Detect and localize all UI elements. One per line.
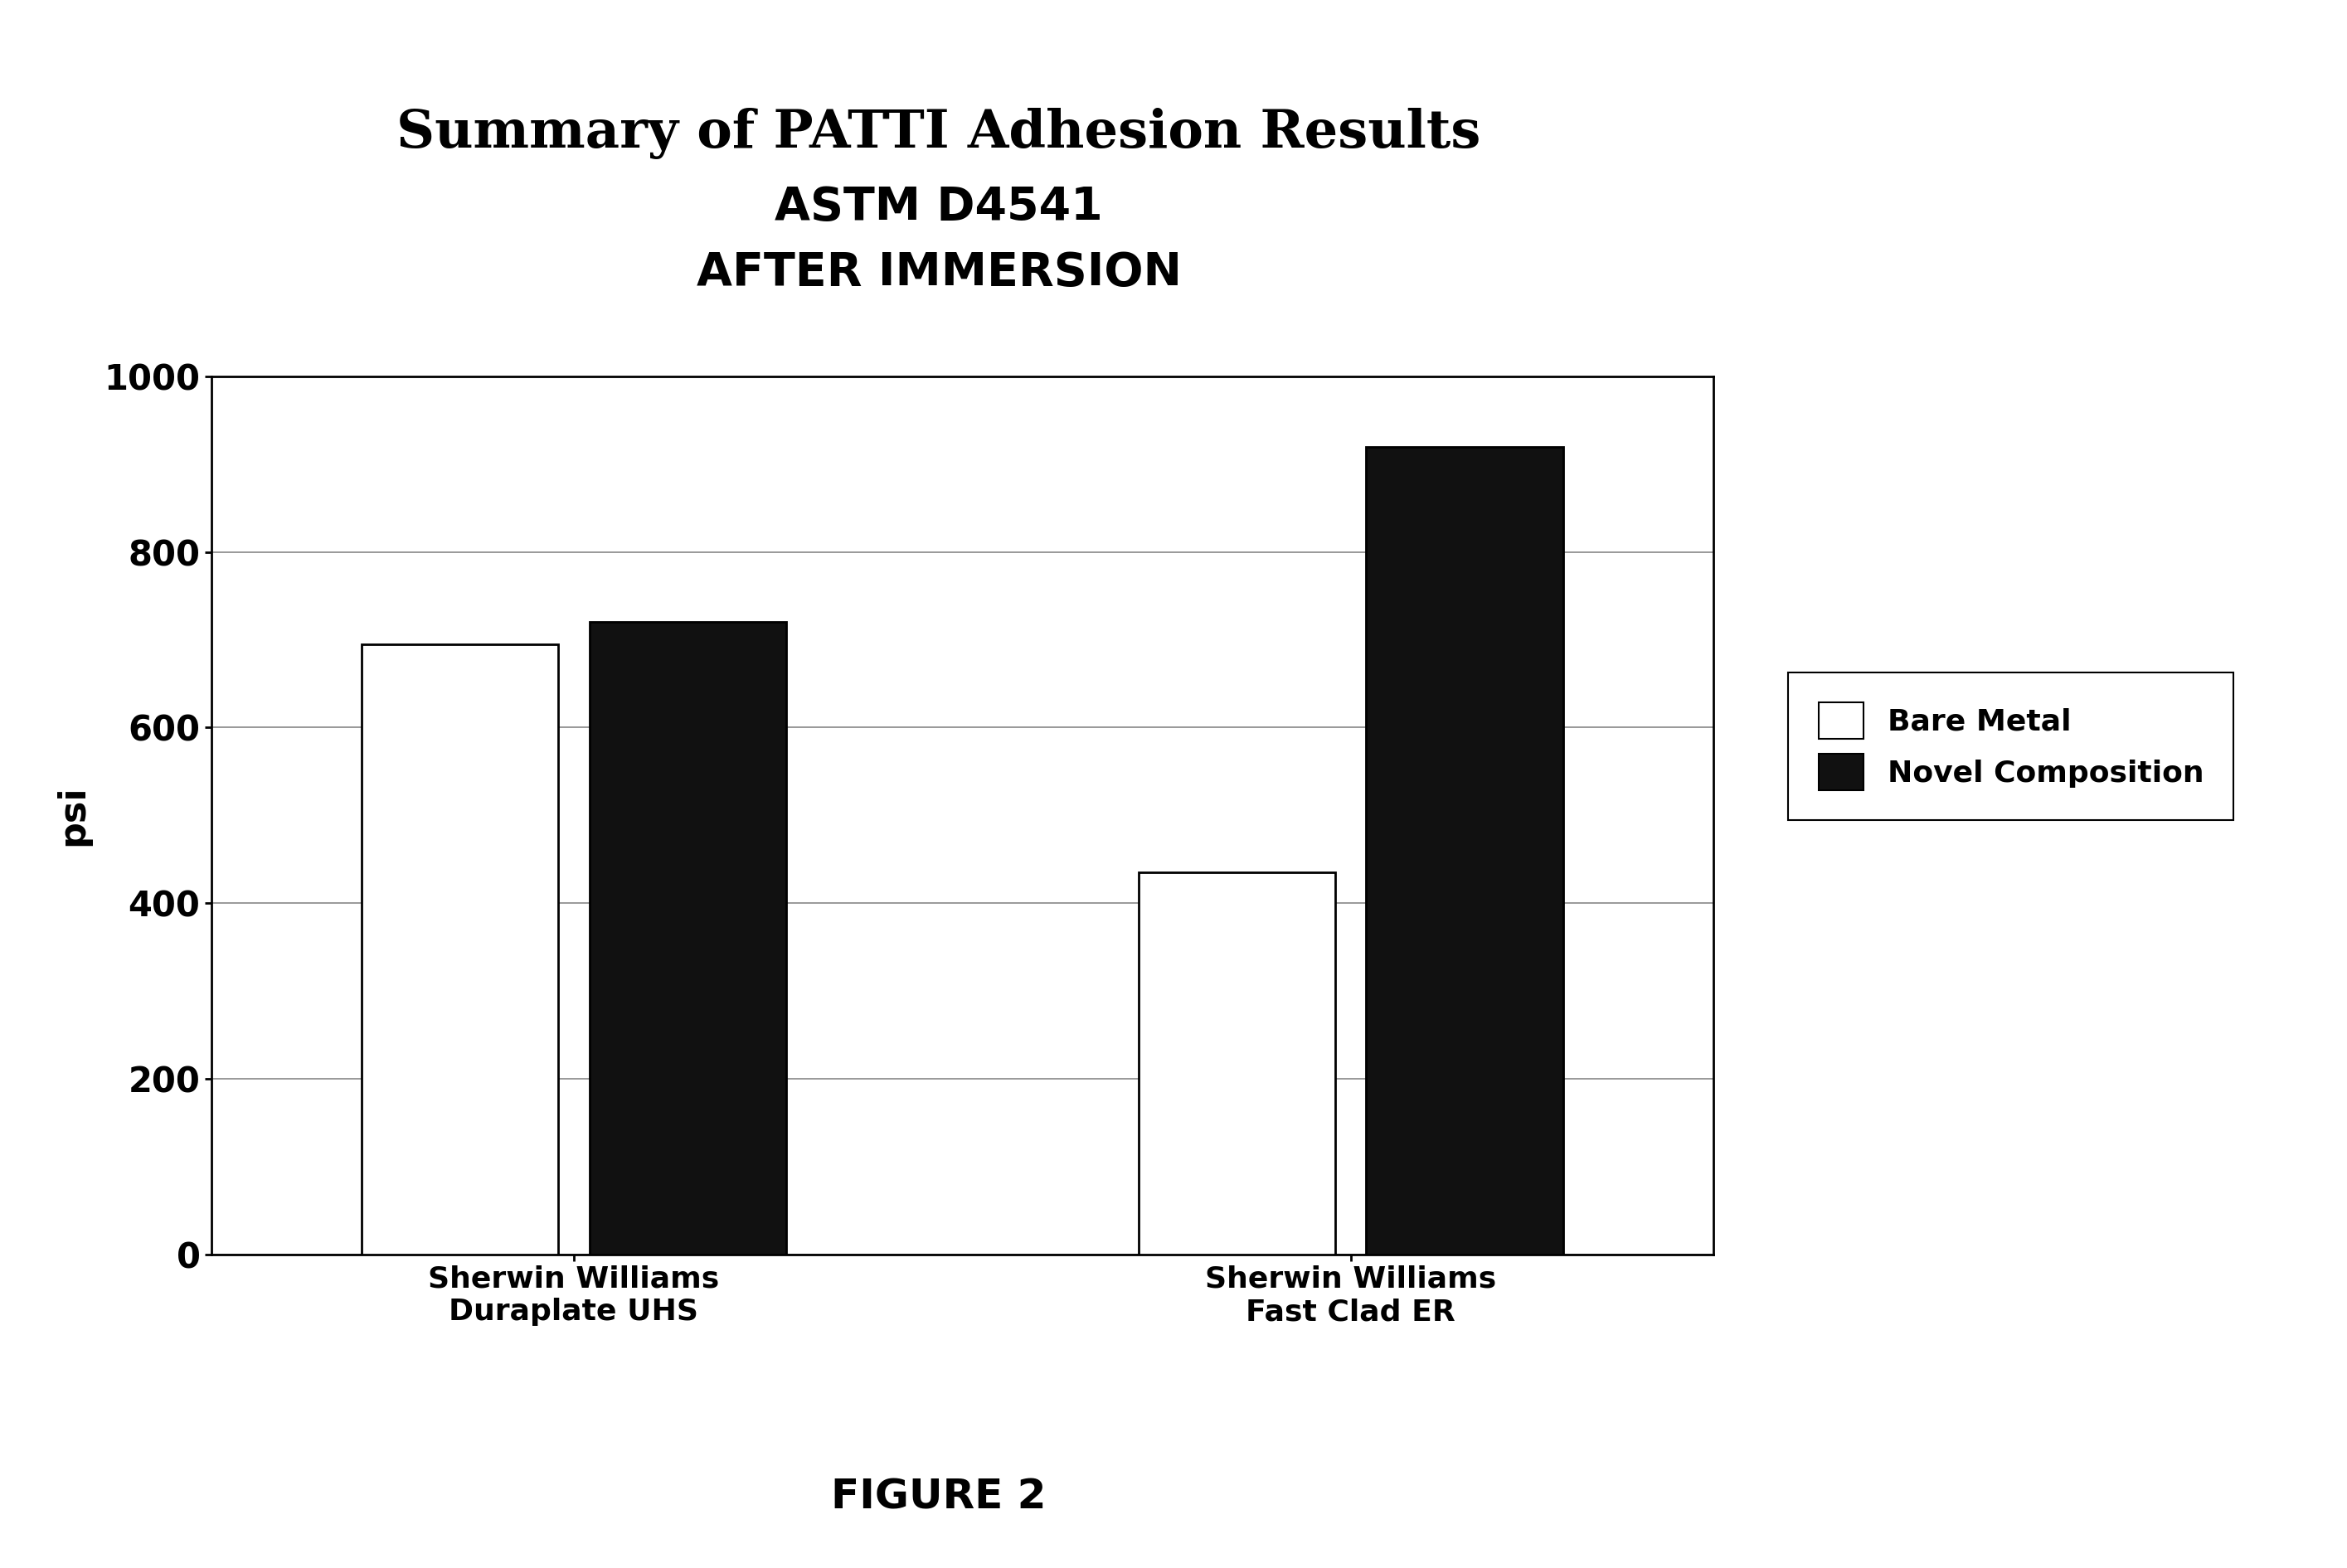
Bar xyxy=(589,622,786,1254)
Text: Summary of PATTI Adhesion Results: Summary of PATTI Adhesion Results xyxy=(397,108,1481,158)
Legend: Bare Metal, Novel Composition: Bare Metal, Novel Composition xyxy=(1788,673,2234,820)
Bar xyxy=(1138,872,1335,1254)
Text: ASTM D4541: ASTM D4541 xyxy=(775,185,1103,229)
Bar xyxy=(1366,447,1563,1254)
Text: AFTER IMMERSION: AFTER IMMERSION xyxy=(697,251,1181,295)
Bar xyxy=(361,644,559,1254)
Y-axis label: psi: psi xyxy=(54,786,89,845)
Text: FIGURE 2: FIGURE 2 xyxy=(831,1477,1047,1518)
